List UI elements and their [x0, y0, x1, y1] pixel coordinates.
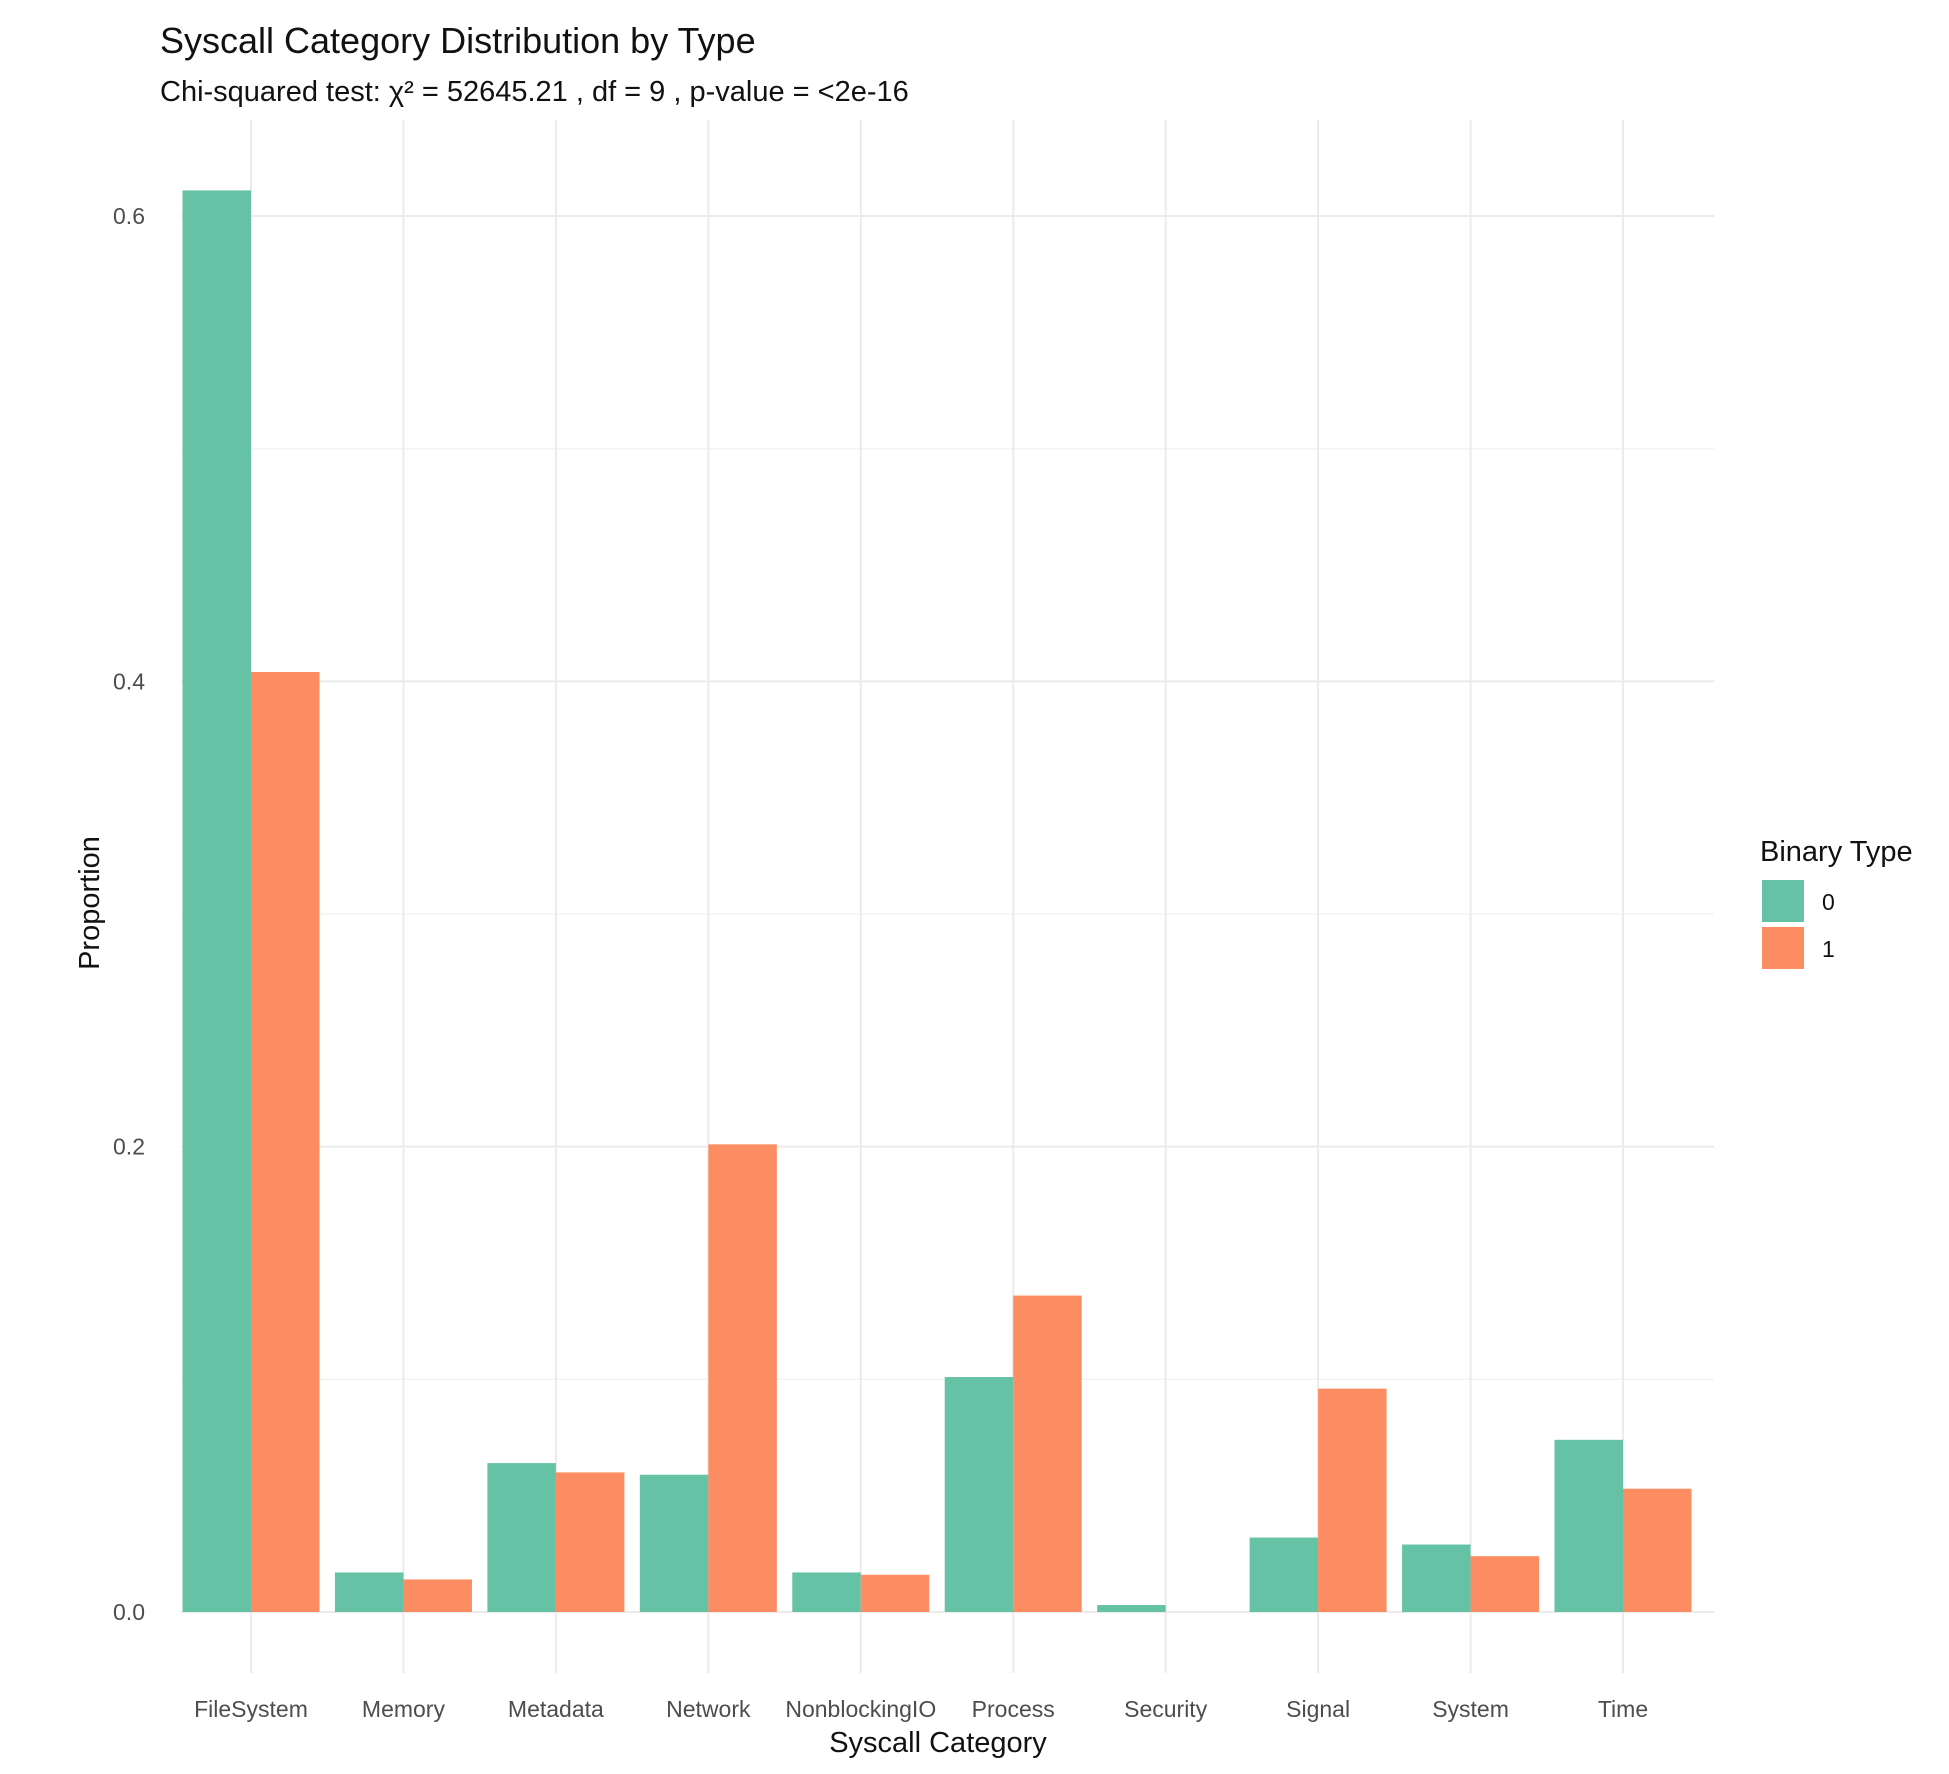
x-tick-label: NonblockingIO	[785, 1696, 936, 1722]
bar-time-type-0	[1554, 1439, 1623, 1612]
legend-title: Binary Type	[1760, 836, 1913, 868]
y-tick-label: 0.2	[113, 1134, 145, 1160]
legend-label-type-1: 1	[1822, 936, 1835, 962]
bar-process-type-1	[1013, 1295, 1082, 1612]
bar-filesystem-type-1	[251, 672, 320, 1612]
x-tick-label: Process	[972, 1696, 1055, 1722]
chart-title: Syscall Category Distribution by Type	[160, 20, 756, 61]
bar-time-type-1	[1623, 1488, 1692, 1612]
bar-security-type-0	[1097, 1605, 1166, 1612]
x-tick-label: Network	[666, 1696, 751, 1722]
x-tick-label: Memory	[362, 1696, 446, 1722]
bar-network-type-1	[708, 1144, 777, 1612]
bars	[182, 190, 1692, 1612]
bar-process-type-0	[944, 1377, 1014, 1612]
y-tick-label: 0.4	[113, 668, 145, 694]
bar-memory-type-1	[403, 1579, 472, 1612]
bar-signal-type-1	[1318, 1388, 1387, 1612]
bar-network-type-0	[639, 1474, 709, 1612]
legend-label-type-0: 0	[1822, 889, 1835, 915]
bar-memory-type-0	[334, 1572, 404, 1612]
legend-key-type-0	[1762, 880, 1804, 922]
y-tick-label: 0.0	[113, 1599, 145, 1625]
x-tick-label: Signal	[1286, 1696, 1350, 1722]
bar-system-type-0	[1402, 1544, 1471, 1612]
bar-nonblockingio-type-1	[860, 1574, 930, 1612]
legend-key-type-1	[1762, 927, 1804, 969]
x-tick-label: FileSystem	[194, 1696, 308, 1722]
chart-subtitle: Chi-squared test: χ² = 52645.21 , df = 9…	[160, 76, 909, 108]
y-tick-label: 0.6	[113, 203, 145, 229]
bar-nonblockingio-type-0	[792, 1572, 861, 1612]
y-axis-title: Proportion	[74, 836, 106, 970]
bar-signal-type-0	[1249, 1537, 1319, 1612]
x-tick-label: Time	[1598, 1696, 1648, 1722]
y-axis-ticks: 0.0 0.2 0.4 0.6	[113, 203, 145, 1625]
bar-metadata-type-0	[487, 1463, 556, 1612]
bar-system-type-1	[1470, 1556, 1540, 1612]
bar-filesystem-type-0	[182, 190, 251, 1612]
x-axis-title: Syscall Category	[829, 1727, 1047, 1759]
x-tick-label: Metadata	[508, 1696, 604, 1722]
x-tick-label: Security	[1124, 1696, 1208, 1722]
legend: Binary Type 01	[1760, 836, 1913, 969]
bar-metadata-type-1	[555, 1472, 625, 1612]
x-tick-label: System	[1432, 1696, 1509, 1722]
x-axis-ticks: FileSystem Memory Metadata Network Nonblocki…	[194, 1696, 1648, 1722]
legend-items: 01	[1762, 880, 1835, 969]
